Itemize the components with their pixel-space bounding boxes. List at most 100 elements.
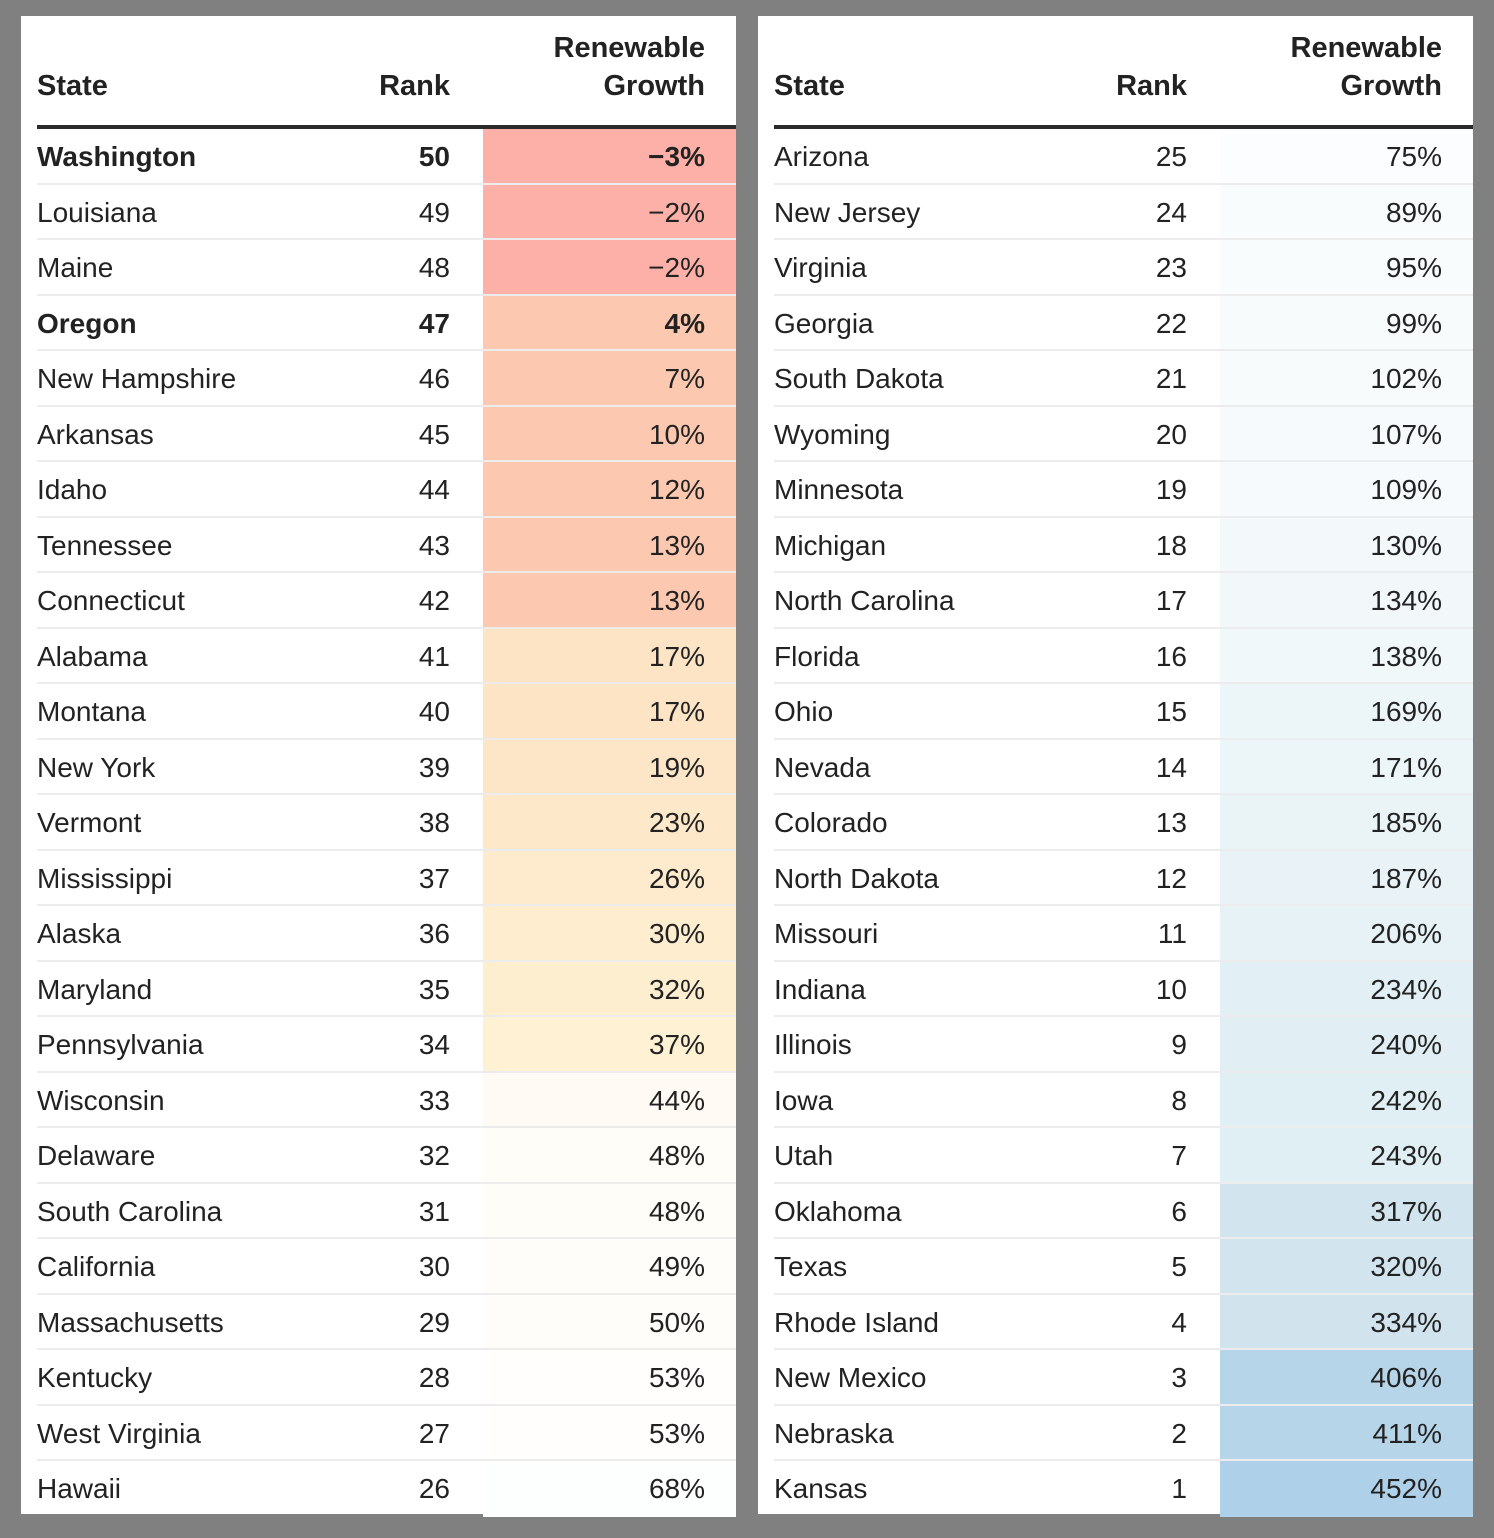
growth-heat-cell bbox=[1220, 406, 1473, 460]
growth-cell: 240% bbox=[1370, 1029, 1442, 1060]
rank-cell: 31 bbox=[418, 1195, 450, 1227]
growth-heat-cell bbox=[1220, 573, 1473, 627]
rank-cell: 26 bbox=[418, 1473, 450, 1504]
growth-heat-cell bbox=[483, 295, 736, 349]
growth-cell: 406% bbox=[1370, 1362, 1442, 1393]
growth-heat-cell bbox=[1220, 517, 1473, 571]
growth-heat-cell bbox=[483, 1405, 736, 1459]
growth-cell: 50% bbox=[648, 1306, 705, 1338]
rank-cell: 47 bbox=[418, 307, 450, 339]
growth-heat-cell bbox=[1220, 684, 1473, 738]
state-cell: Idaho bbox=[37, 474, 108, 505]
state-cell: Wyoming bbox=[774, 418, 891, 450]
rank-cell: 45 bbox=[418, 418, 450, 450]
growth-heat-cell bbox=[1220, 184, 1473, 238]
growth-cell: 411% bbox=[1372, 1417, 1442, 1449]
state-cell: Kentucky bbox=[37, 1362, 153, 1393]
growth-heat-cell bbox=[1220, 1350, 1473, 1404]
table-row: Indiana 10 234% bbox=[774, 961, 1473, 1017]
table-row: Virginia 23 95% bbox=[774, 240, 1473, 296]
rank-cell: 36 bbox=[418, 918, 450, 949]
rank-cell: 32 bbox=[418, 1140, 450, 1171]
table-row: Iowa 8 242% bbox=[774, 1072, 1473, 1128]
header-state: State bbox=[37, 70, 108, 102]
state-cell: Rhode Island bbox=[774, 1306, 940, 1338]
growth-cell: 48% bbox=[648, 1140, 705, 1171]
growth-cell: 187% bbox=[1370, 862, 1442, 894]
header-growth-line1: Renewable bbox=[1290, 32, 1443, 64]
growth-heat-cell bbox=[1220, 628, 1473, 682]
state-cell: Colorado bbox=[774, 807, 888, 838]
table-row: Oklahoma 6 317% bbox=[774, 1183, 1473, 1239]
state-cell: Alabama bbox=[37, 640, 148, 672]
table-row: Louisiana 49 −2% bbox=[37, 184, 736, 240]
table-row: Florida 16 138% bbox=[774, 628, 1473, 684]
rank-cell: 42 bbox=[418, 585, 450, 616]
growth-heat-cell bbox=[1220, 1017, 1473, 1071]
rank-cell: 41 bbox=[418, 640, 450, 672]
state-cell: South Dakota bbox=[774, 363, 944, 394]
table-row: Maryland 35 32% bbox=[37, 961, 736, 1017]
growth-heat-cell bbox=[1220, 351, 1473, 405]
rank-cell: 12 bbox=[1155, 862, 1187, 894]
growth-cell: 49% bbox=[648, 1251, 705, 1282]
table-row: Missouri 11 206% bbox=[774, 906, 1473, 962]
table-row: Delaware 32 48% bbox=[37, 1128, 736, 1184]
growth-cell: 234% bbox=[1370, 973, 1442, 1005]
growth-cell: 99% bbox=[1385, 307, 1442, 339]
header-growth-line1: Renewable bbox=[553, 32, 706, 64]
growth-heat-cell bbox=[1220, 906, 1473, 960]
rank-cell: 35 bbox=[418, 973, 450, 1005]
state-cell: Tennessee bbox=[37, 529, 173, 561]
growth-heat-cell bbox=[483, 684, 736, 738]
table-row: Ohio 15 169% bbox=[774, 684, 1473, 740]
table-row: New Hampshire 46 7% bbox=[37, 351, 736, 407]
growth-cell: 12% bbox=[648, 474, 705, 505]
state-cell: Illinois bbox=[774, 1029, 852, 1060]
growth-cell: 10% bbox=[648, 418, 705, 450]
state-cell: Michigan bbox=[774, 529, 887, 561]
state-cell: Louisiana bbox=[37, 196, 157, 228]
growth-cell: 109% bbox=[1370, 474, 1442, 505]
rank-cell: 33 bbox=[418, 1084, 450, 1116]
rank-cell: 10 bbox=[1155, 973, 1187, 1005]
rank-cell: 2 bbox=[1171, 1417, 1187, 1449]
state-cell: North Dakota bbox=[774, 862, 939, 894]
growth-heat-cell bbox=[483, 739, 736, 793]
table-row: Nebraska 2 411% bbox=[774, 1405, 1473, 1461]
growth-cell: 13% bbox=[648, 529, 705, 561]
header-rank: Rank bbox=[1116, 70, 1187, 102]
growth-cell: 17% bbox=[648, 696, 705, 727]
growth-cell: 107% bbox=[1370, 418, 1442, 450]
growth-heat-cell bbox=[1220, 795, 1473, 849]
growth-heat-cell bbox=[483, 1294, 736, 1348]
growth-heat-cell bbox=[483, 406, 736, 460]
growth-cell: 89% bbox=[1385, 196, 1442, 228]
rank-cell: 34 bbox=[418, 1029, 450, 1060]
rank-cell: 15 bbox=[1155, 696, 1187, 727]
rank-cell: 38 bbox=[418, 807, 450, 838]
growth-cell: 134% bbox=[1370, 585, 1442, 616]
rank-cell: 17 bbox=[1155, 585, 1187, 616]
growth-heat-cell bbox=[1220, 295, 1473, 349]
growth-heat-cell bbox=[483, 1183, 736, 1237]
growth-heat-cell bbox=[483, 1072, 736, 1126]
state-cell: Pennsylvania bbox=[37, 1029, 204, 1060]
growth-heat-cell bbox=[483, 795, 736, 849]
table-row: Michigan 18 130% bbox=[774, 517, 1473, 573]
right-table-card: State Rank Renewable Growth Arizona 25 75%… bbox=[758, 16, 1473, 1517]
table-row: Maine 48 −2% bbox=[37, 240, 736, 296]
rank-cell: 22 bbox=[1155, 307, 1187, 339]
growth-heat-cell bbox=[483, 1128, 736, 1182]
table-row: Oregon 47 4% bbox=[37, 295, 736, 351]
state-cell: South Carolina bbox=[37, 1195, 223, 1227]
state-cell: New York bbox=[37, 751, 156, 783]
growth-heat-cell bbox=[483, 517, 736, 571]
state-cell: Virginia bbox=[774, 252, 867, 283]
table-row: New York 39 19% bbox=[37, 739, 736, 795]
header-growth: Renewable Growth bbox=[1291, 29, 1443, 105]
growth-heat-cell bbox=[483, 129, 736, 183]
table-row: Wisconsin 33 44% bbox=[37, 1072, 736, 1128]
growth-heat-cell bbox=[1220, 1239, 1473, 1293]
table-header: State Rank Renewable Growth bbox=[37, 16, 736, 129]
